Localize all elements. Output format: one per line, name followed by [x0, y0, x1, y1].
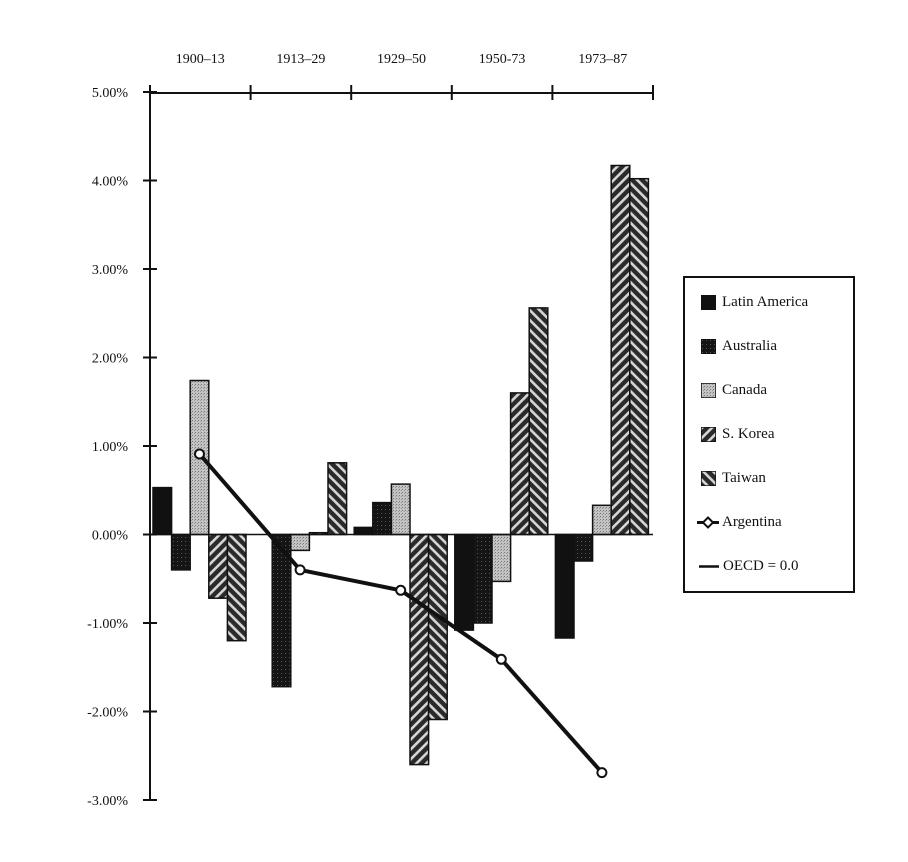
legend-label: Argentina: [722, 513, 782, 530]
bar-australia-2: [372, 501, 393, 536]
bar-s-korea-2: [409, 533, 430, 766]
axes-group: 5.00% 4.00% 3.00% 2.00% 1.00% 0.00% -1.00% -2.0…: [87, 52, 654, 809]
argentina-marker-3: [495, 653, 507, 665]
y-tick-label: 3.00%: [92, 263, 129, 278]
x-category-label: 1913–29: [276, 52, 325, 67]
legend-item-australia: Australia: [700, 336, 777, 356]
bar-canada-3: [491, 533, 512, 583]
argentina-line-group: [194, 448, 608, 779]
y-tick-label: 0.00%: [92, 529, 129, 544]
y-tick-label: 4.00%: [92, 175, 129, 190]
bar-australia-4: [573, 533, 594, 562]
y-tick-label: 1.00%: [92, 440, 129, 455]
bar-taiwan-4: [629, 177, 650, 536]
x-category-label: 1929–50: [377, 52, 426, 67]
y-tick-label: -3.00%: [87, 794, 128, 809]
legend-item-argentina: Argentina: [697, 512, 782, 532]
argentina-marker-4: [596, 767, 608, 779]
bar-australia-0: [170, 533, 191, 571]
legend-item-canada: Canada: [700, 380, 767, 400]
bar-latin-america-2: [353, 526, 374, 536]
bar-canada-2: [390, 483, 411, 536]
legend-item-oecd: OECD = 0.0: [699, 556, 799, 576]
bar-latin-america-3: [454, 533, 475, 631]
bar-series-group: [152, 164, 650, 766]
y-tick-label: 2.00%: [92, 352, 129, 367]
bar-taiwan-3: [528, 307, 549, 536]
legend-label: Taiwan: [722, 469, 766, 486]
x-category-label: 1973–87: [578, 52, 627, 67]
legend-item-taiwan: Taiwan: [700, 468, 766, 488]
bar-latin-america-0: [152, 486, 173, 536]
bar-canada-1: [290, 533, 311, 552]
legend-swatch-hatch-slash-icon: [700, 469, 717, 487]
legend-label: S. Korea: [722, 425, 775, 442]
argentina-marker-0: [194, 448, 205, 460]
y-tick-label: 5.00%: [92, 86, 129, 101]
bar-s-korea-4: [610, 164, 631, 536]
bar-taiwan-0: [226, 533, 247, 642]
y-tick-label: -2.00%: [87, 706, 128, 721]
bar-s-korea-0: [208, 533, 229, 599]
bar-taiwan-2: [427, 533, 448, 721]
bar-australia-3: [472, 533, 493, 624]
bar-s-korea-3: [509, 392, 530, 536]
y-tick-label: -1.00%: [87, 617, 128, 632]
legend-swatch-solid-icon: [701, 294, 716, 310]
legend-line-icon: [699, 559, 719, 574]
bar-taiwan-1: [327, 462, 348, 536]
x-category-label: 1900–13: [176, 52, 225, 67]
legend-label: OECD = 0.0: [723, 557, 799, 574]
legend: Latin America Australia Canada S. Korea …: [683, 276, 855, 593]
bar-latin-america-4: [554, 533, 575, 639]
legend-item-latin-america: Latin America: [701, 292, 808, 312]
legend-label: Latin America: [722, 293, 809, 310]
legend-swatch-light-stipple-icon: [700, 381, 717, 399]
legend-item-s-korea: S. Korea: [700, 424, 775, 444]
legend-swatch-hatch-backslash-icon: [700, 425, 717, 443]
x-category-label: 1950-73: [479, 52, 526, 67]
bar-canada-4: [591, 504, 612, 536]
legend-line-diamond-icon: [697, 515, 719, 530]
legend-swatch-dark-stipple-icon: [700, 337, 717, 355]
legend-label: Australia: [722, 337, 777, 354]
argentina-marker-1: [294, 564, 306, 576]
argentina-marker-2: [395, 584, 407, 596]
legend-label: Canada: [722, 381, 767, 398]
